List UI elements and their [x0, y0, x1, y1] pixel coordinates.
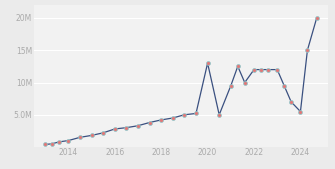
Point	[66, 139, 71, 142]
Point	[170, 117, 176, 119]
Point	[216, 113, 222, 116]
Point	[235, 65, 241, 68]
Point	[135, 124, 141, 127]
Point	[305, 49, 310, 52]
Point	[281, 84, 287, 87]
Point	[43, 143, 48, 146]
Point	[205, 62, 210, 65]
Point	[298, 110, 303, 113]
Point	[56, 140, 62, 143]
Point	[49, 142, 55, 145]
Point	[147, 121, 152, 124]
Point	[314, 17, 319, 19]
Point	[112, 128, 118, 130]
Point	[242, 81, 248, 84]
Point	[228, 84, 233, 87]
Point	[100, 131, 106, 134]
Point	[124, 126, 129, 129]
Point	[77, 136, 83, 139]
Point	[158, 119, 164, 121]
Point	[258, 68, 264, 71]
Point	[89, 134, 94, 137]
Point	[288, 101, 294, 103]
Point	[275, 68, 280, 71]
Point	[182, 113, 187, 116]
Point	[193, 112, 199, 115]
Point	[265, 68, 271, 71]
Point	[251, 68, 257, 71]
